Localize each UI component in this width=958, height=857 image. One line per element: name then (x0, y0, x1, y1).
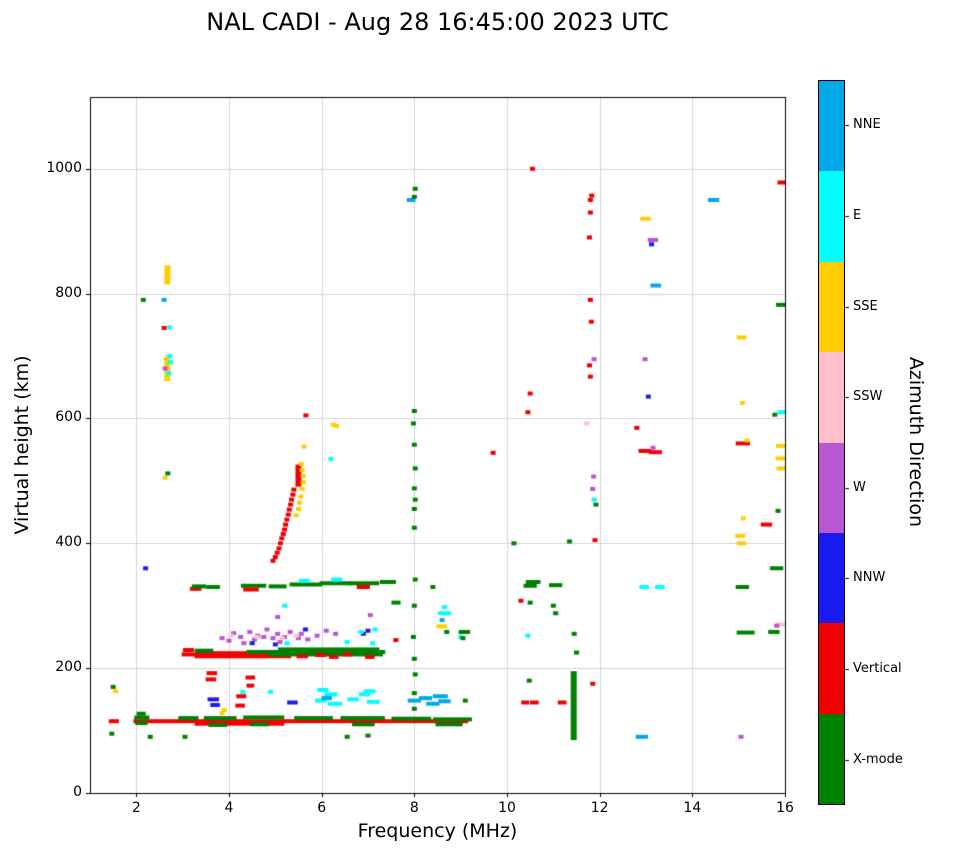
colorbar-category-label: NNE (853, 117, 881, 133)
y-tick-label: 0 (73, 784, 82, 800)
x-tick-label: 16 (776, 800, 794, 816)
colorbar-category-label: X-mode (853, 751, 903, 767)
y-tick-label: 400 (55, 534, 82, 551)
x-tick-label: 14 (683, 800, 702, 816)
colorbar-segment-sse (819, 261, 844, 353)
colorbar-category-label: E (853, 207, 862, 223)
y-tick-label: 800 (55, 284, 82, 301)
colorbar-segment-e (819, 171, 844, 262)
y-tick-label: 600 (55, 409, 82, 426)
x-tick-label: 4 (224, 800, 234, 816)
colorbar-segment-nnw (819, 532, 844, 624)
x-tick-label: 8 (409, 800, 419, 816)
colorbar-segment-ssw (819, 352, 844, 443)
colorbar (818, 80, 845, 805)
colorbar-segment-vertical (819, 623, 844, 714)
x-tick-label: 6 (317, 800, 327, 816)
colorbar-segment-nne (819, 81, 844, 172)
x-tick-label: 10 (498, 800, 516, 816)
colorbar-segment-x-mode (819, 713, 844, 804)
y-axis-label: Virtual height (km) (11, 355, 33, 535)
colorbar-category-label: W (853, 479, 866, 495)
colorbar-segment-w (819, 442, 844, 533)
x-tick-label: 2 (131, 800, 141, 816)
colorbar-category-label: NNW (853, 570, 886, 586)
colorbar-category-label: SSE (853, 298, 878, 314)
colorbar-category-label: Vertical (853, 661, 902, 677)
colorbar-category-label: SSW (853, 389, 883, 405)
colorbar-axis-label: Azimuth Direction (905, 356, 927, 528)
chart-title: NAL CADI - Aug 28 16:45:00 2023 UTC (206, 8, 669, 36)
y-tick-label: 1000 (46, 159, 82, 176)
y-tick-label: 200 (55, 659, 82, 676)
x-axis-label: Frequency (MHz) (357, 820, 518, 842)
x-tick-label: 12 (590, 800, 609, 816)
